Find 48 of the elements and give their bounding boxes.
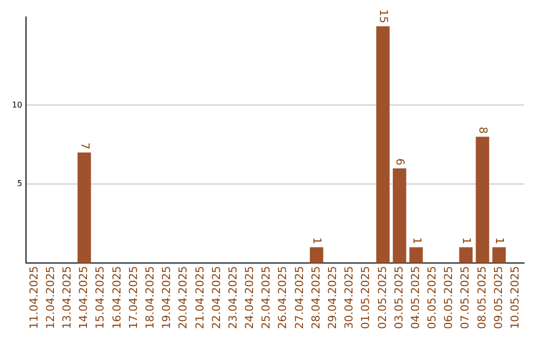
data-label: 6 — [394, 158, 407, 166]
bar — [476, 136, 490, 264]
x-tick-label: 29.04.2025 — [326, 266, 340, 330]
x-tick-label: 05.05.2025 — [426, 266, 439, 330]
x-tick-label: 16.04.2025 — [110, 266, 124, 330]
x-tick-label: 03.05.2025 — [392, 266, 406, 330]
x-tick-label: 04.05.2025 — [408, 266, 422, 330]
y-tick-label: 10 — [12, 100, 22, 110]
x-tick-label: 25.04.2025 — [260, 266, 273, 330]
y-tick-label: 5 — [17, 179, 22, 188]
x-tick-label: 19.04.2025 — [160, 266, 174, 330]
x-tick-label: 23.04.2025 — [226, 266, 240, 330]
bar — [492, 247, 506, 264]
x-tick-label: 28.04.2025 — [309, 266, 322, 330]
data-label: 7 — [78, 142, 92, 150]
x-tick-label: 13.04.2025 — [60, 266, 74, 330]
x-tick-label: 26.04.2025 — [276, 266, 290, 330]
data-label: 15 — [377, 9, 390, 24]
bar — [310, 247, 324, 264]
data-label: 1 — [310, 237, 324, 244]
bar — [78, 152, 91, 264]
bar — [376, 26, 390, 264]
x-tick-label: 08.05.2025 — [475, 266, 488, 330]
x-tick-label: 21.04.2025 — [193, 266, 206, 330]
x-tick-label: 22.04.2025 — [210, 266, 223, 330]
data-label: 1 — [460, 237, 474, 244]
x-tick-label: 11.04.2025 — [27, 266, 40, 330]
x-tick-label: 12.04.2025 — [44, 266, 57, 330]
x-tick-label: 10.05.2025 — [508, 266, 522, 330]
x-tick-label: 17.04.2025 — [126, 266, 140, 330]
x-tick-label: 09.05.2025 — [492, 266, 505, 330]
x-tick-label: 14.04.2025 — [77, 266, 90, 330]
x-tick-label: 20.04.2025 — [176, 266, 190, 330]
x-tick-label: 06.05.2025 — [442, 266, 456, 330]
x-tick-label: 01.05.2025 — [359, 266, 372, 330]
bar — [409, 247, 423, 264]
x-tick-label: 02.05.2025 — [376, 266, 389, 330]
x-tick-label: 27.04.2025 — [292, 266, 306, 330]
x-tick-label: 18.04.2025 — [143, 266, 156, 330]
data-label: 1 — [410, 237, 424, 244]
x-tick-label: 24.04.2025 — [243, 266, 256, 330]
data-label: 1 — [493, 237, 506, 244]
x-tick-label: 30.04.2025 — [342, 266, 356, 330]
x-tick-label: 07.05.2025 — [458, 266, 472, 330]
data-label: 8 — [476, 126, 490, 134]
bar — [392, 168, 406, 264]
bar — [459, 247, 473, 264]
x-tick-label: 15.04.2025 — [94, 266, 107, 330]
